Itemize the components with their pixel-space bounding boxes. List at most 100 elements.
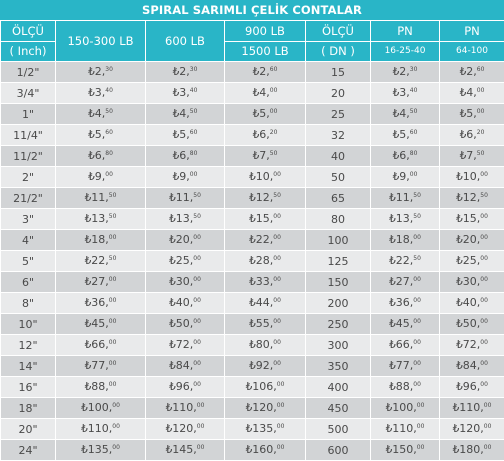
price-fraction: 00 (193, 360, 201, 367)
price-fraction: 00 (480, 339, 488, 346)
price-whole: 66 (396, 338, 410, 351)
price-pn-64-100: ₺4,00 (440, 83, 504, 104)
price-fraction: 00 (193, 318, 201, 325)
price-fraction: 60 (105, 129, 113, 136)
price-fraction: 50 (193, 192, 201, 199)
price-fraction: 00 (273, 234, 281, 241)
size-dn: 80 (306, 209, 371, 230)
size-dn: 20 (306, 83, 371, 104)
price-whole: 120 (172, 422, 193, 435)
price-fraction: 00 (273, 297, 281, 304)
price-fraction: 00 (480, 234, 488, 241)
price-whole: 5 (399, 128, 406, 141)
size-dn: 600 (306, 440, 371, 461)
price-whole: 4 (466, 86, 473, 99)
price-fraction: 30 (190, 66, 198, 73)
price-pn-64-100: ₺30,00 (440, 272, 504, 293)
price-fraction: 50 (273, 192, 281, 199)
price-whole: 50 (463, 317, 477, 330)
price-whole: 10 (463, 170, 477, 183)
price-150-300-lb: ₺36,00 (56, 293, 146, 314)
size-inch: 3/4" (1, 83, 56, 104)
price-fraction: 00 (109, 234, 117, 241)
price-whole: 33 (256, 275, 270, 288)
lira-icon: ₺ (249, 297, 256, 309)
price-150-300-lb: ₺13,50 (56, 209, 146, 230)
lira-icon: ₺ (456, 318, 463, 330)
lira-icon: ₺ (88, 108, 95, 120)
price-fraction: 50 (109, 213, 117, 220)
price-whole: 5 (466, 107, 473, 120)
size-dn: 500 (306, 419, 371, 440)
price-pn-64-100: ₺12,50 (440, 188, 504, 209)
table-header: ÖLÇÜ 150-300 LB 600 LB 900 LB ÖLÇÜ PN PN… (1, 21, 504, 62)
size-inch: 24" (1, 440, 56, 461)
size-inch: 6" (1, 272, 56, 293)
price-900-1500-lb: ₺4,00 (225, 83, 306, 104)
price-fraction: 50 (410, 108, 418, 115)
price-whole: 11 (396, 191, 410, 204)
price-pn-16-25-40: ₺88,00 (371, 377, 440, 398)
price-150-300-lb: ₺100,00 (56, 398, 146, 419)
lira-icon: ₺ (249, 192, 256, 204)
price-fraction: 00 (480, 381, 488, 388)
price-whole: 4 (399, 107, 406, 120)
price-whole: 110 (459, 401, 480, 414)
price-whole: 9 (399, 170, 406, 183)
price-whole: 84 (176, 359, 190, 372)
price-900-1500-lb: ₺106,00 (225, 377, 306, 398)
price-fraction: 50 (413, 255, 421, 262)
price-600-lb: ₺120,00 (146, 419, 225, 440)
price-table: ÖLÇÜ 150-300 LB 600 LB 900 LB ÖLÇÜ PN PN… (0, 20, 504, 461)
price-600-lb: ₺84,00 (146, 356, 225, 377)
lira-icon: ₺ (169, 318, 176, 330)
price-pn-64-100: ₺2,60 (440, 62, 504, 83)
lira-icon: ₺ (456, 255, 463, 267)
price-fraction: 00 (273, 360, 281, 367)
size-inch: 18" (1, 398, 56, 419)
price-pn-16-25-40: ₺4,50 (371, 104, 440, 125)
price-900-1500-lb: ₺44,00 (225, 293, 306, 314)
price-whole: 77 (396, 359, 410, 372)
price-fraction: 00 (112, 423, 120, 430)
size-inch: 20" (1, 419, 56, 440)
header-600-lb: 600 LB (146, 21, 225, 62)
price-fraction: 50 (477, 150, 485, 157)
price-fraction: 00 (193, 234, 201, 241)
price-whole: 50 (176, 317, 190, 330)
lira-icon: ₺ (249, 339, 256, 351)
price-150-300-lb: ₺5,60 (56, 125, 146, 146)
price-600-lb: ₺13,50 (146, 209, 225, 230)
price-whole: 30 (176, 275, 190, 288)
lira-icon: ₺ (169, 360, 176, 372)
size-dn: 150 (306, 272, 371, 293)
price-whole: 22 (91, 254, 105, 267)
price-150-300-lb: ₺110,00 (56, 419, 146, 440)
price-pn-16-25-40: ₺77,00 (371, 356, 440, 377)
price-fraction: 00 (413, 276, 421, 283)
price-whole: 7 (259, 149, 266, 162)
price-150-300-lb: ₺77,00 (56, 356, 146, 377)
price-150-300-lb: ₺27,00 (56, 272, 146, 293)
price-600-lb: ₺145,00 (146, 440, 225, 461)
lira-icon: ₺ (249, 318, 256, 330)
size-inch: 16" (1, 377, 56, 398)
price-fraction: 40 (105, 87, 113, 94)
price-600-lb: ₺11,50 (146, 188, 225, 209)
price-900-1500-lb: ₺22,00 (225, 230, 306, 251)
price-whole: 2 (259, 65, 266, 78)
size-inch: 12" (1, 335, 56, 356)
price-fraction: 50 (190, 108, 198, 115)
price-900-1500-lb: ₺7,50 (225, 146, 306, 167)
price-whole: 25 (463, 254, 477, 267)
lira-icon: ₺ (88, 129, 95, 141)
price-pn-64-100: ₺50,00 (440, 314, 504, 335)
price-pn-16-25-40: ₺110,00 (371, 419, 440, 440)
price-pn-16-25-40: ₺9,00 (371, 167, 440, 188)
price-150-300-lb: ₺9,00 (56, 167, 146, 188)
price-fraction: 00 (109, 360, 117, 367)
price-whole: 96 (463, 380, 477, 393)
